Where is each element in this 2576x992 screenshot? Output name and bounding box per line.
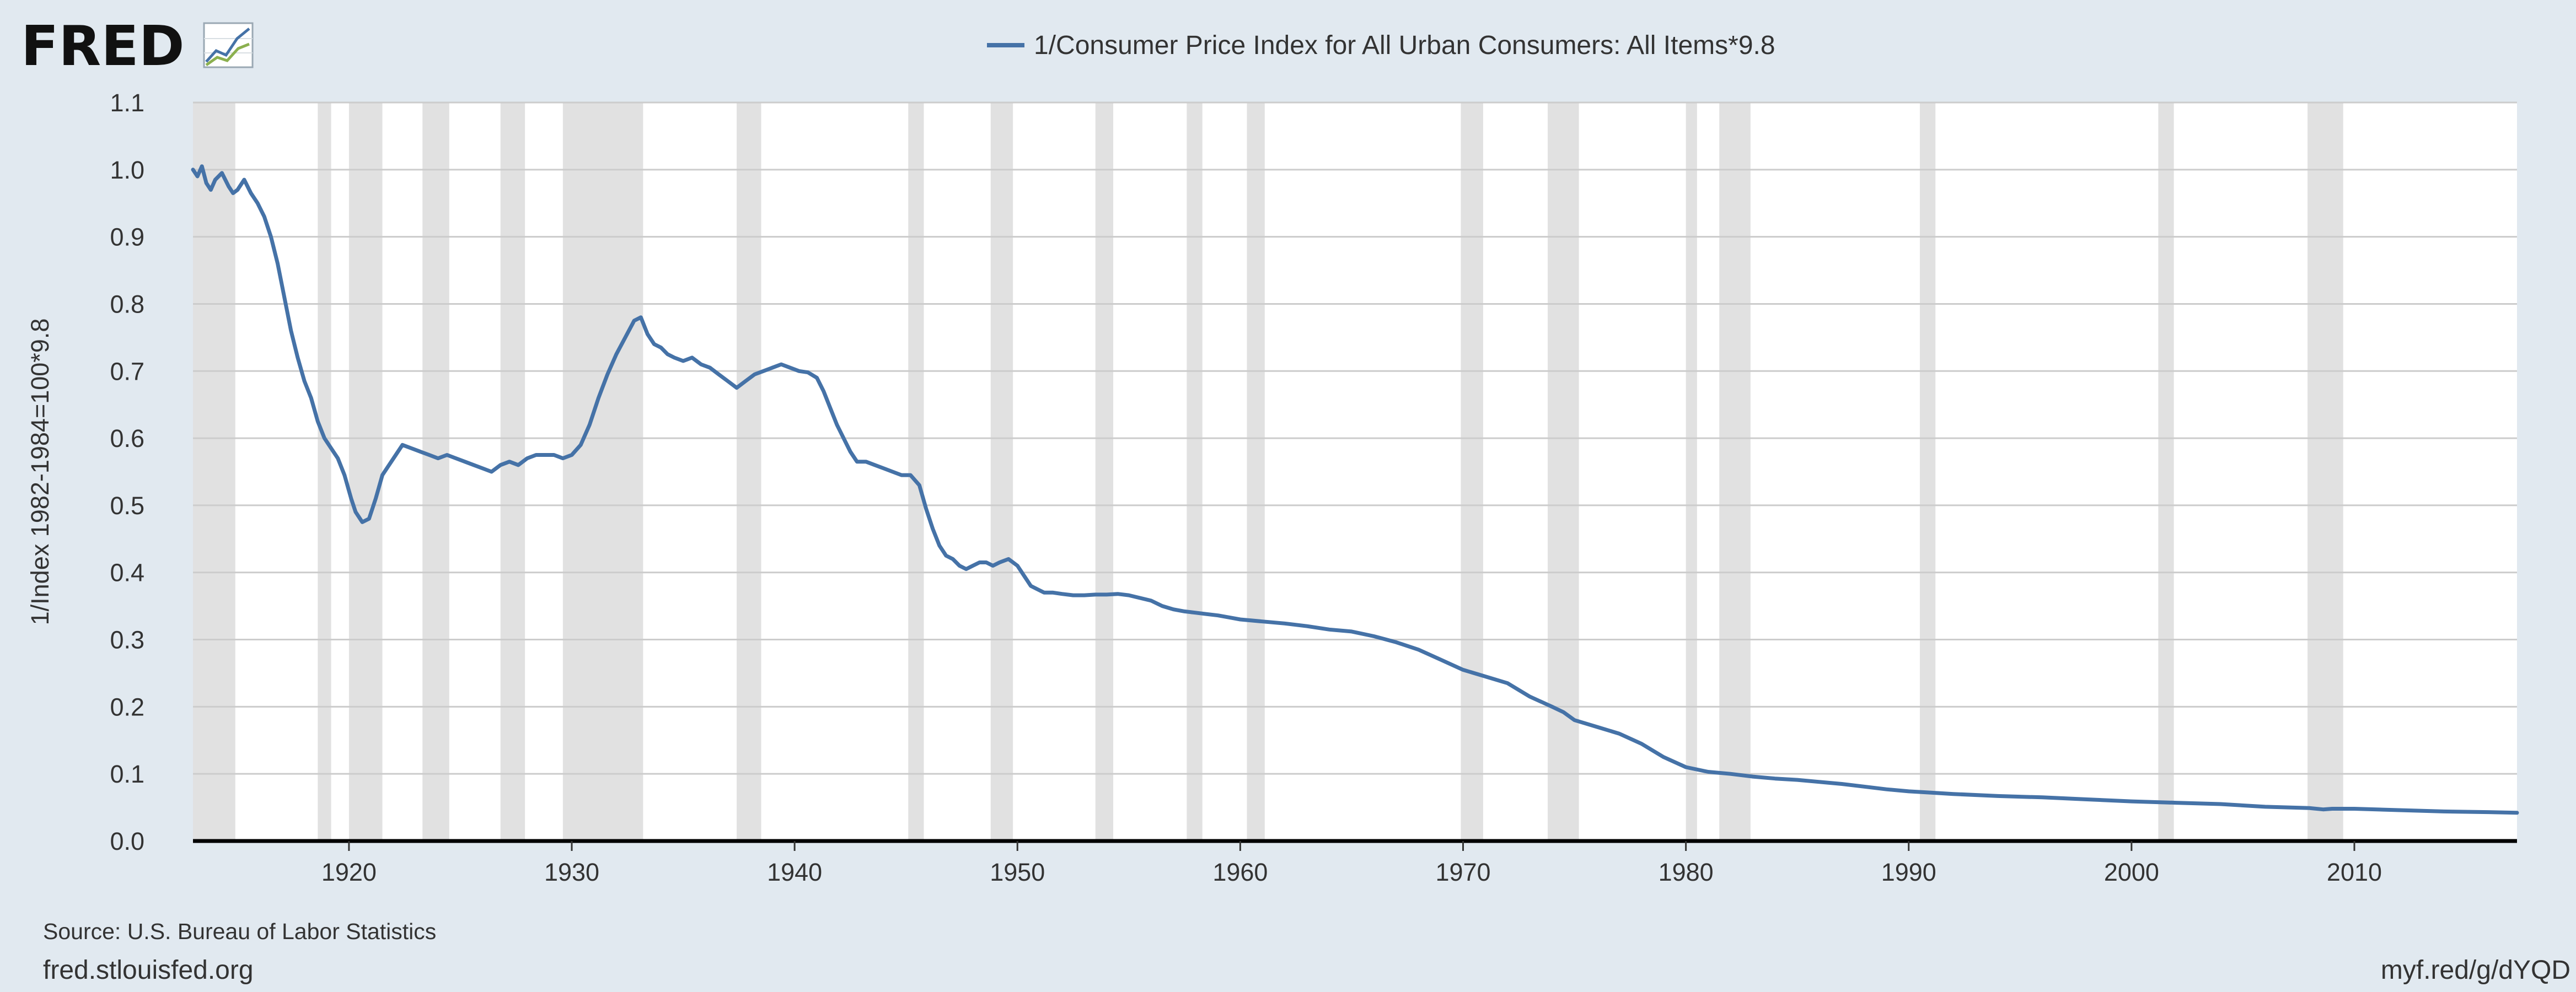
recession-band bbox=[1548, 103, 1579, 841]
y-axis-label: 1/Index 1982-1984=100*9.8 bbox=[26, 319, 54, 626]
trend-graph-icon bbox=[203, 22, 254, 68]
recession-band bbox=[562, 103, 643, 841]
legend[interactable]: 1/Consumer Price Index for All Urban Con… bbox=[987, 31, 1775, 60]
y-tick-label: 1.0 bbox=[110, 156, 144, 184]
x-tick-label: 2000 bbox=[2104, 858, 2159, 886]
recession-band bbox=[908, 103, 924, 841]
x-tick-label: 1930 bbox=[544, 858, 599, 886]
site-link[interactable]: fred.stlouisfed.org bbox=[43, 956, 254, 985]
recession-band bbox=[1919, 103, 1936, 841]
y-tick-label: 0.5 bbox=[110, 492, 144, 520]
y-tick-label: 0.2 bbox=[110, 693, 144, 721]
short-link[interactable]: myf.red/g/dYQD bbox=[2381, 956, 2570, 985]
x-tick-label: 1960 bbox=[1212, 858, 1268, 886]
recession-band bbox=[2158, 103, 2174, 841]
fred-logo[interactable]: FRED bbox=[21, 14, 254, 78]
recession-band bbox=[193, 103, 235, 841]
x-tick-label: 1990 bbox=[1881, 858, 1936, 886]
recession-band bbox=[737, 103, 761, 841]
y-tick-label: 0.0 bbox=[110, 827, 144, 855]
recession-band bbox=[318, 103, 331, 841]
y-tick-label: 0.1 bbox=[110, 760, 144, 788]
recession-band bbox=[1719, 103, 1751, 841]
recession-shading bbox=[193, 103, 2343, 841]
y-tick-label: 0.3 bbox=[110, 626, 144, 654]
x-tick-label: 1950 bbox=[990, 858, 1045, 886]
recession-band bbox=[1247, 103, 1265, 841]
y-tick-label: 0.6 bbox=[110, 424, 144, 452]
recession-band bbox=[500, 103, 525, 841]
x-tick-label: 2010 bbox=[2327, 858, 2382, 886]
recession-band bbox=[990, 103, 1013, 841]
recession-band bbox=[1686, 103, 1697, 841]
x-tick-label: 1920 bbox=[321, 858, 377, 886]
recession-band bbox=[348, 103, 383, 841]
legend-label: 1/Consumer Price Index for All Urban Con… bbox=[1034, 31, 1775, 60]
x-axis-ticks: 1920 1930 1940 1950 1960 1970 1980 1990 2000 2010 bbox=[321, 841, 2382, 886]
y-tick-label: 0.4 bbox=[110, 559, 144, 587]
recession-band bbox=[1095, 103, 1114, 841]
fred-wordmark: FRED bbox=[21, 14, 185, 78]
gridlines bbox=[193, 101, 2517, 775]
y-tick-label: 0.7 bbox=[110, 357, 144, 385]
x-tick-label: 1980 bbox=[1659, 858, 1714, 886]
recession-band bbox=[1187, 103, 1203, 841]
y-tick-label: 0.9 bbox=[110, 223, 144, 251]
y-tick-label: 0.8 bbox=[110, 290, 144, 318]
y-tick-label: 1.1 bbox=[110, 89, 144, 117]
source-note: Source: U.S. Bureau of Labor Statistics bbox=[43, 919, 436, 944]
recession-band bbox=[422, 103, 449, 841]
recession-band bbox=[1461, 103, 1483, 841]
y-axis-ticks: 0.0 0.1 0.2 0.3 0.4 0.5 0.6 0.7 0.8 0.9 1.0 1.1 bbox=[110, 89, 144, 855]
recession-band bbox=[2307, 103, 2343, 841]
x-tick-label: 1970 bbox=[1435, 858, 1490, 886]
series-line[interactable] bbox=[191, 164, 2519, 815]
x-tick-label: 1940 bbox=[767, 858, 822, 886]
